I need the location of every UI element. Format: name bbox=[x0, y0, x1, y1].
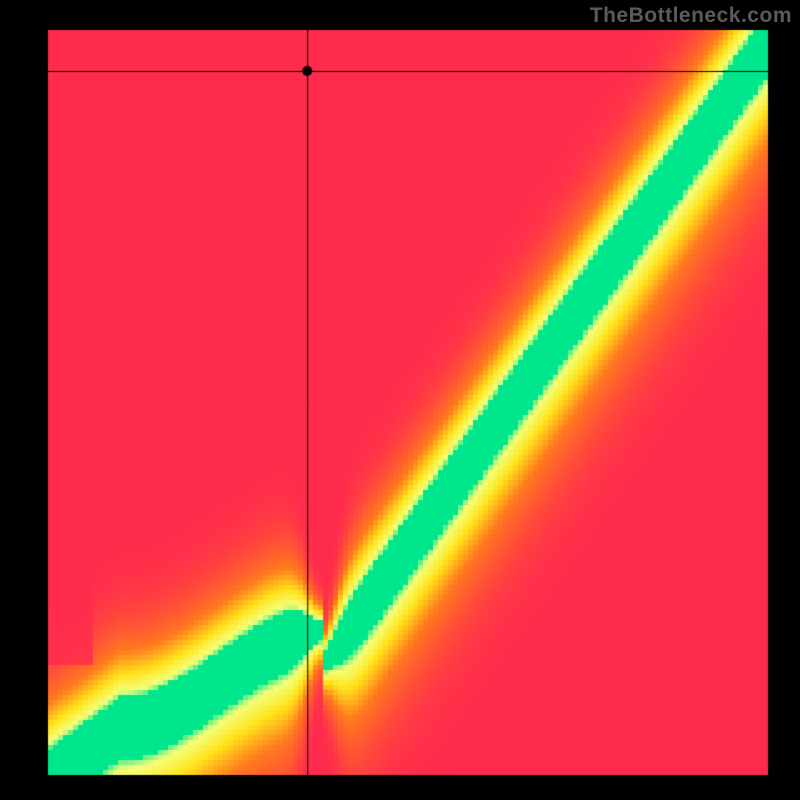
bottleneck-heatmap bbox=[0, 0, 800, 800]
stage: TheBottleneck.com bbox=[0, 0, 800, 800]
